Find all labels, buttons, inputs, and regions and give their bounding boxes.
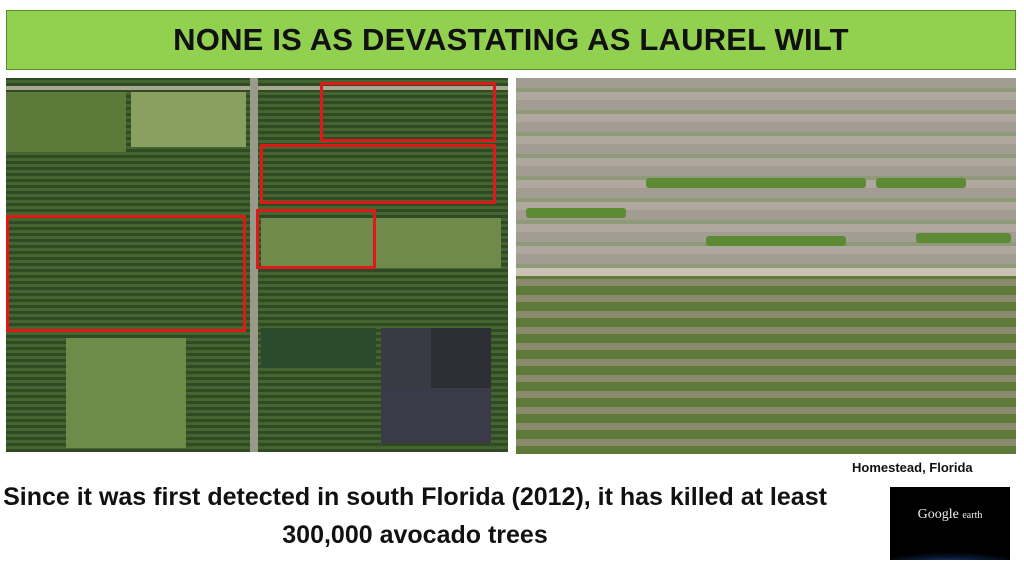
title-banner: NONE IS AS DEVASTATING AS LAUREL WILT <box>6 10 1016 70</box>
slide-title: NONE IS AS DEVASTATING AS LAUREL WILT <box>173 22 849 57</box>
slide-caption: Since it was first detected in south Flo… <box>3 483 827 549</box>
logo-text: Google earth <box>917 507 983 522</box>
affected-grove-box <box>260 144 496 204</box>
affected-grove-box <box>320 82 496 142</box>
location-label: Homestead, Florida <box>852 460 973 475</box>
aerial-photo-right <box>516 78 1016 454</box>
affected-grove-box <box>6 215 246 332</box>
google-earth-logo: Google earth <box>890 487 1010 560</box>
aerial-photo-left <box>6 78 508 452</box>
affected-grove-box <box>256 209 376 269</box>
